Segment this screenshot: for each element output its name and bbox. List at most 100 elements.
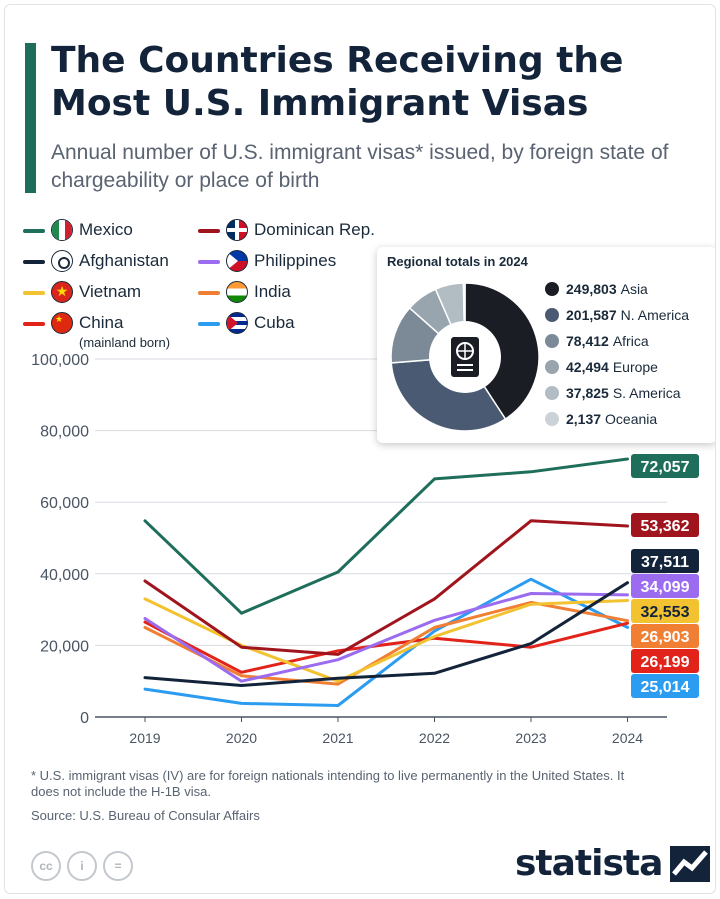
legend-label-mexico: Mexico: [79, 220, 133, 239]
legend-item-afghanistan: Afghanistan: [23, 248, 169, 274]
legend-label-china: China (mainland born): [79, 310, 170, 350]
x-tick-label: 2021: [322, 730, 353, 746]
cuba-flag-icon: [226, 312, 248, 334]
end-label-box: [631, 549, 699, 573]
legend-item-india: India: [198, 279, 291, 305]
region-dot: [545, 360, 559, 374]
end-label-value: 72,057: [641, 459, 690, 476]
regional-totals-popup: Regional totals in 2024 249,803 Asia 201,5…: [377, 247, 715, 443]
end-label-box: [631, 513, 699, 537]
legend-swatch-cuba: [198, 322, 220, 326]
end-label-value: 26,199: [641, 654, 690, 671]
y-tick-label: 0: [80, 710, 89, 727]
infographic-frame: The Countries Receiving the Most U.S. Im…: [4, 4, 716, 894]
legend-swatch-china: [23, 322, 45, 326]
series-line-afghanistan: [143, 581, 629, 687]
end-label-box: [631, 674, 699, 698]
legend-swatch-vietnam: [23, 291, 45, 295]
brand-name: statista: [515, 843, 663, 884]
region-label: Africa: [612, 333, 649, 349]
region-row-s-america: 37,825 S. America: [545, 385, 681, 401]
x-tick-label: 2022: [419, 730, 450, 746]
popup-title: Regional totals in 2024: [387, 254, 528, 269]
passport-icon: [429, 321, 501, 393]
chart-title: The Countries Receiving the Most U.S. Im…: [51, 40, 624, 124]
legend-swatch-india: [198, 291, 220, 295]
legend-label-china-name: China: [79, 313, 124, 332]
series-line-india: [143, 600, 629, 686]
mexico-flag-icon: [51, 219, 73, 241]
source-note: Source: U.S. Bureau of Consular Affairs: [31, 808, 260, 823]
region-label: Oceania: [605, 411, 658, 427]
legend-item-vietnam: ★ Vietnam: [23, 279, 141, 305]
x-tick-label: 2024: [612, 730, 643, 746]
legend-swatch-mexico: [23, 229, 45, 233]
end-label-value: 34,099: [641, 579, 690, 596]
region-value: 2,137: [566, 411, 602, 427]
region-label: S. America: [612, 385, 681, 401]
statista-mark-icon: [670, 845, 711, 882]
license-icons: cc i =: [31, 851, 139, 881]
region-dot: [545, 282, 559, 296]
region-dot: [545, 386, 559, 400]
region-value: 249,803: [566, 281, 617, 297]
end-label-value: 32,553: [641, 604, 690, 621]
legend-swatch-dominican-rep: [198, 229, 220, 233]
regional-pie-chart: [390, 282, 540, 432]
china-flag-icon: ★: [51, 312, 73, 334]
region-row-n-america: 201,587 N. America: [545, 307, 689, 323]
region-dot: [545, 308, 559, 322]
legend-note-china: (mainland born): [79, 335, 171, 350]
legend-label-cuba: Cuba: [254, 313, 295, 332]
region-row-oceania: 2,137 Oceania: [545, 411, 657, 427]
y-tick-label: 20,000: [40, 638, 89, 655]
end-label-box: [631, 649, 699, 673]
region-row-asia: 249,803 Asia: [545, 281, 648, 297]
end-label-box: [631, 599, 699, 623]
end-label-box: [631, 624, 699, 648]
series-line-china: [143, 620, 629, 674]
legend-item-dominican-rep: Dominican Rep.: [198, 217, 375, 243]
legend-label-india: India: [254, 282, 291, 301]
region-label: N. America: [620, 307, 690, 323]
y-tick-label: 60,000: [40, 495, 89, 512]
vietnam-flag-icon: ★: [51, 281, 73, 303]
legend-label-philippines: Philippines: [254, 251, 337, 270]
x-tick-label: 2019: [129, 730, 160, 746]
cc-icon: cc: [31, 851, 61, 881]
region-row-europe: 42,494 Europe: [545, 359, 658, 375]
legend-item-cuba: Cuba: [198, 310, 295, 336]
series-line-cuba: [143, 577, 629, 707]
by-icon: i: [67, 851, 97, 881]
end-label-box: [631, 454, 699, 478]
region-label: Europe: [612, 359, 658, 375]
region-value: 37,825: [566, 385, 609, 401]
series-line-mexico: [143, 457, 629, 615]
afghanistan-flag-icon: [51, 250, 73, 272]
x-tick-label: 2023: [515, 730, 546, 746]
end-label-box: [631, 574, 699, 598]
region-dot: [545, 412, 559, 426]
footnote: * U.S. immigrant visas (IV) are for fore…: [31, 768, 625, 799]
region-value: 78,412: [566, 333, 609, 349]
india-flag-icon: [226, 281, 248, 303]
y-tick-label: 100,000: [31, 352, 89, 369]
chart-subtitle: Annual number of U.S. immigrant visas* i…: [51, 141, 669, 192]
series-line-philippines: [143, 592, 629, 683]
end-label-value: 25,014: [641, 679, 690, 696]
y-tick-label: 80,000: [40, 424, 89, 441]
line-chart: 0 20,000 40,000 60,000 80,000 100,000 2019 2020…: [31, 352, 699, 746]
region-row-africa: 78,412 Africa: [545, 333, 649, 349]
legend-label-afghanistan: Afghanistan: [79, 251, 169, 270]
end-label-value: 37,511: [641, 554, 689, 571]
legend-label-dominican-rep: Dominican Rep.: [254, 220, 375, 239]
nd-icon: =: [103, 851, 133, 881]
legend-item-philippines: Philippines: [198, 248, 336, 274]
end-label-value: 26,903: [641, 629, 690, 646]
region-label: Asia: [620, 281, 648, 297]
legend-swatch-philippines: [198, 260, 220, 264]
region-dot: [545, 334, 559, 348]
region-value: 42,494: [566, 359, 609, 375]
legend-item-china: ★ China (mainland born): [23, 310, 170, 350]
series-line-dominican-rep-: [143, 519, 629, 656]
